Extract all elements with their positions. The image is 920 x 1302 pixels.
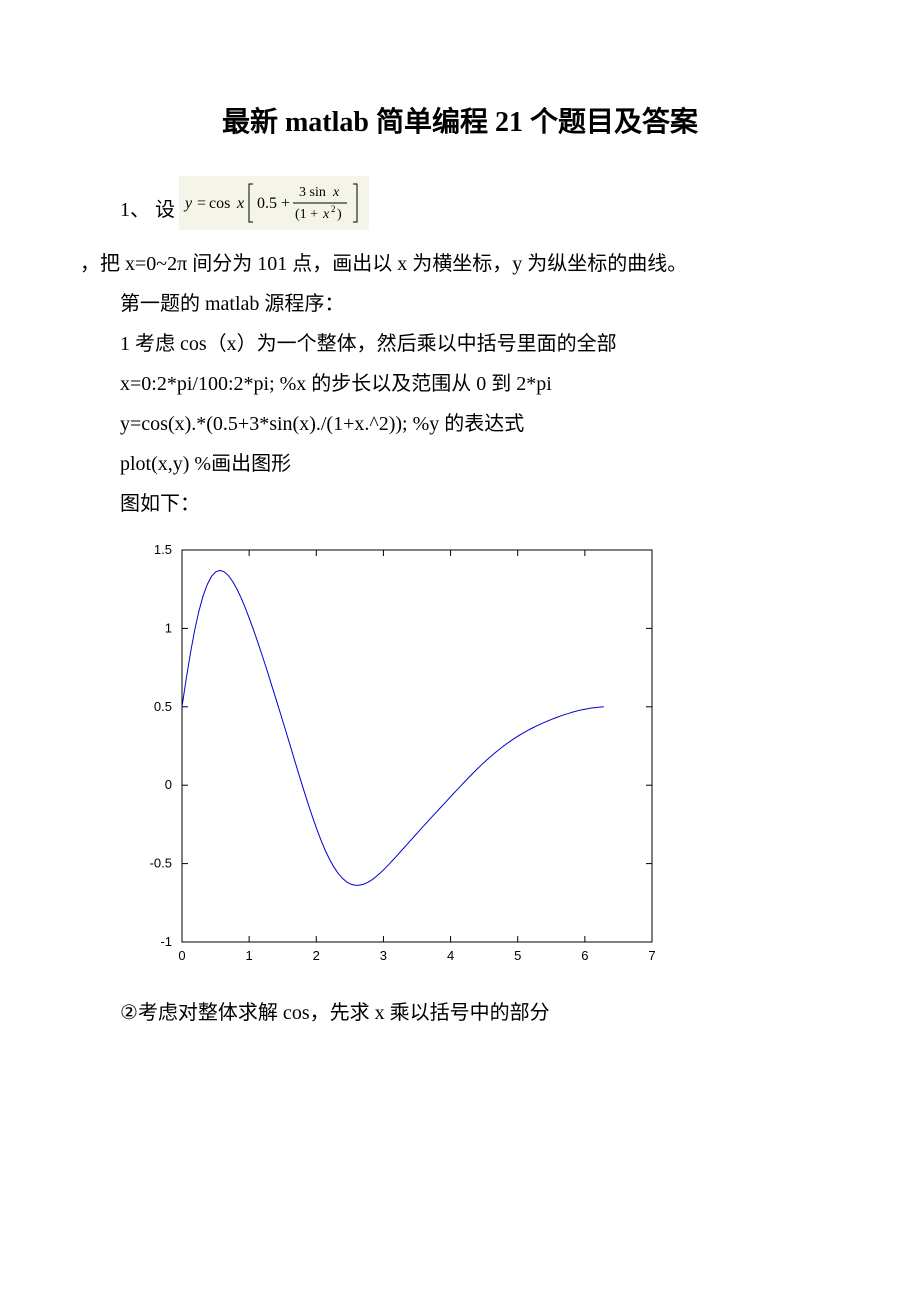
page-title: 最新 matlab 简单编程 21 个题目及答案 xyxy=(80,100,840,140)
svg-text:1: 1 xyxy=(165,620,172,635)
svg-text:2: 2 xyxy=(331,204,336,214)
svg-text:3: 3 xyxy=(380,948,387,963)
q1-desc: ，把 x=0~2π 间分为 101 点，画出以 x 为横坐标，y 为纵坐标的曲线… xyxy=(80,244,840,284)
formula-image: y = cos x 0.5 + 3 sin x (1 + x 2 ) xyxy=(179,176,369,244)
svg-text:1: 1 xyxy=(246,948,253,963)
question-1-formula-line: 1、 设 y = cos x 0.5 + 3 sin x (1 + xyxy=(120,176,840,244)
q1-prefix: 1、 设 xyxy=(120,190,175,230)
svg-text:-0.5: -0.5 xyxy=(150,856,172,871)
svg-text:4: 4 xyxy=(447,948,454,963)
svg-text:5: 5 xyxy=(514,948,521,963)
svg-text:7: 7 xyxy=(648,948,655,963)
line-chart: 0 1 2 3 4 5 6 7 -1 -0.5 0 0.5 1 1.5 xyxy=(112,532,672,972)
line-7: 图如下： xyxy=(80,484,840,524)
line-6: plot(x,y) %画出图形 xyxy=(80,444,840,484)
line-8: ②考虑对整体求解 cos，先求 x 乘以括号中的部分 xyxy=(80,993,840,1033)
svg-text:x: x xyxy=(332,185,340,200)
svg-text:6: 6 xyxy=(581,948,588,963)
line-2: 第一题的 matlab 源程序： xyxy=(80,284,840,324)
svg-text:y: y xyxy=(183,195,193,212)
line-5: y=cos(x).*(0.5+3*sin(x)./(1+x.^2)); %y 的… xyxy=(80,404,840,444)
chart-container: 0 1 2 3 4 5 6 7 -1 -0.5 0 0.5 1 1.5 xyxy=(112,532,840,977)
svg-text:3 sin: 3 sin xyxy=(299,185,326,200)
svg-text:x: x xyxy=(322,207,330,222)
svg-text:0.5: 0.5 xyxy=(257,195,277,212)
svg-text:-1: -1 xyxy=(160,934,172,949)
svg-text:): ) xyxy=(337,207,342,222)
line-3: 1 考虑 cos（x）为一个整体，然后乘以中括号里面的全部 xyxy=(80,324,840,364)
svg-text:cos: cos xyxy=(209,195,230,212)
svg-text:0: 0 xyxy=(178,948,185,963)
line-4: x=0:2*pi/100:2*pi; %x 的步长以及范围从 0 到 2*pi xyxy=(80,364,840,404)
svg-text:2: 2 xyxy=(313,948,320,963)
line-8-text: 考虑对整体求解 cos，先求 x 乘以括号中的部分 xyxy=(138,1002,550,1024)
svg-text:1.5: 1.5 xyxy=(154,542,172,557)
svg-text:+: + xyxy=(281,195,290,212)
svg-text:x: x xyxy=(236,195,244,212)
svg-text:(1 +: (1 + xyxy=(295,207,318,222)
circled-2-icon: ② xyxy=(120,1002,138,1024)
svg-text:0.5: 0.5 xyxy=(154,699,172,714)
svg-text:=: = xyxy=(197,195,206,212)
svg-text:0: 0 xyxy=(165,777,172,792)
